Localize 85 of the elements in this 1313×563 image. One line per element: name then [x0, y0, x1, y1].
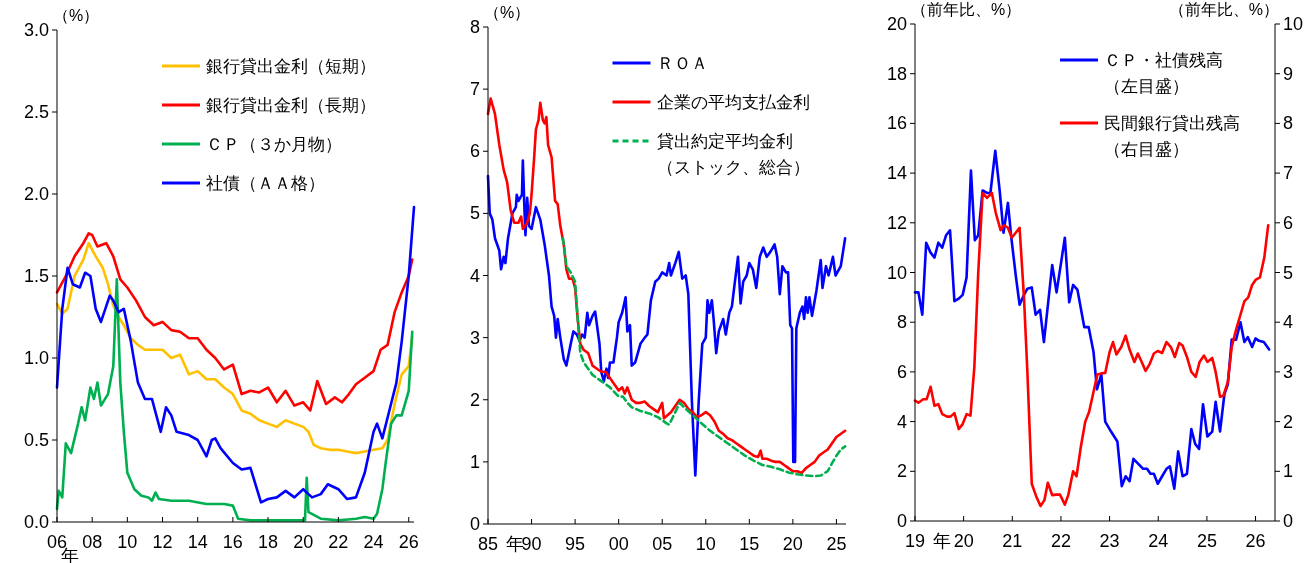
y-tick-label: 4: [896, 411, 907, 432]
y-axis-title: （%）: [484, 4, 531, 21]
x-tick-label: 20: [293, 532, 314, 552]
line-series: [486, 159, 847, 477]
legend-label: 民間銀行貸出残高（右目盛）: [1104, 114, 1240, 159]
line-series: [55, 205, 416, 504]
x-tick-label: 25: [1196, 531, 1217, 551]
y-tick-label: 16: [886, 113, 907, 134]
y-tick-label: 0: [469, 514, 480, 534]
x-tick-label: 24: [363, 532, 384, 552]
x-tick-label: 95: [565, 534, 586, 554]
x-tick-label: 15: [739, 534, 760, 554]
x-tick-label: 22: [1050, 531, 1071, 551]
y2-tick-label: 9: [1283, 63, 1294, 84]
x-axis-title: 年: [933, 531, 951, 551]
legend-label: 企業の平均支払金利: [656, 93, 810, 112]
x-tick-label: 14: [187, 532, 208, 552]
y-tick-label: 3.0: [23, 20, 49, 40]
y-tick-label: 14: [886, 163, 907, 184]
y2-tick-label: 1: [1283, 461, 1294, 482]
y2-axis-title: （前年比、%）: [1168, 1, 1279, 18]
legend-label: ＲＯＡ: [656, 54, 708, 73]
line-series: [561, 236, 847, 478]
x-tick-label: 18: [258, 532, 279, 552]
legend-label: 銀行貸出金利（短期）: [206, 57, 376, 76]
legend-label: 貸出約定平均金利（ストック、総合）: [656, 132, 810, 177]
y-tick-label: 2: [469, 389, 480, 410]
x-tick-label: 24: [1148, 531, 1169, 551]
legend-label: 社債（ＡＡ格）: [206, 174, 325, 193]
y-tick-label: 0.0: [23, 512, 49, 532]
legend-label: ＣＰ・社債残高（左目盛）: [1104, 51, 1223, 96]
y-tick-label: 8: [469, 17, 480, 37]
x-tick-label: 23: [1099, 531, 1120, 551]
line-series: [913, 191, 1270, 508]
y2-tick-label: 4: [1283, 312, 1294, 333]
y-axis-title: （前年比、%）: [911, 1, 1022, 18]
y-tick-label: 1.0: [23, 348, 49, 368]
y-tick-label: 1: [469, 451, 480, 472]
y-tick-label: 1.5: [23, 266, 49, 286]
x-tick-label: 22: [328, 532, 349, 552]
y-tick-label: 3: [469, 327, 480, 348]
y-tick-label: 2.5: [23, 102, 49, 122]
y-tick-label: 2: [896, 461, 907, 482]
y-tick-label: 0: [896, 511, 907, 531]
y-tick-label: 10: [886, 262, 907, 283]
y2-tick-label: 3: [1283, 361, 1294, 382]
x-tick-label: 25: [826, 534, 847, 554]
line-series: [55, 232, 414, 412]
x-tick-label: 19: [904, 531, 926, 551]
x-tick-label: 26: [398, 532, 419, 552]
y-tick-label: 6: [469, 141, 480, 162]
y-tick-label: 7: [469, 79, 480, 100]
x-tick-label: 20: [782, 534, 803, 554]
y-tick-label: 20: [886, 14, 907, 34]
y-tick-label: 4: [469, 265, 480, 286]
y2-tick-label: 5: [1283, 262, 1294, 283]
y2-tick-label: 8: [1283, 113, 1294, 134]
y-tick-label: 12: [886, 212, 907, 233]
y-axis-title: （%）: [53, 7, 100, 24]
y2-tick-label: 6: [1283, 212, 1294, 233]
x-axis-title: 年: [506, 534, 524, 554]
x-tick-label: 90: [521, 534, 542, 554]
x-tick-label: 10: [695, 534, 716, 554]
x-tick-label: 85: [477, 534, 499, 554]
y2-tick-label: 2: [1283, 411, 1294, 432]
y-tick-label: 5: [469, 203, 480, 224]
x-tick-label: 26: [1245, 531, 1266, 551]
x-tick-label: 20: [953, 531, 974, 551]
y-tick-label: 6: [896, 361, 907, 382]
x-tick-label: 10: [117, 532, 138, 552]
y2-tick-label: 0: [1283, 511, 1294, 531]
x-tick-label: 00: [608, 534, 629, 554]
y-tick-label: 8: [896, 312, 907, 333]
legend-label: 銀行貸出金利（長期）: [206, 96, 376, 115]
y2-tick-label: 7: [1283, 163, 1294, 184]
legend-label: ＣＰ（３か月物）: [206, 135, 342, 154]
x-tick-label: 12: [152, 532, 173, 552]
x-tick-label: 16: [222, 532, 243, 552]
y2-tick-label: 10: [1283, 14, 1304, 34]
x-tick-label: 08: [82, 532, 103, 552]
y-tick-label: 18: [886, 63, 907, 84]
y-tick-label: 0.5: [23, 430, 49, 450]
x-tick-label: 05: [652, 534, 673, 554]
y-tick-label: 2.0: [23, 184, 49, 204]
x-tick-label: 21: [1002, 531, 1023, 551]
